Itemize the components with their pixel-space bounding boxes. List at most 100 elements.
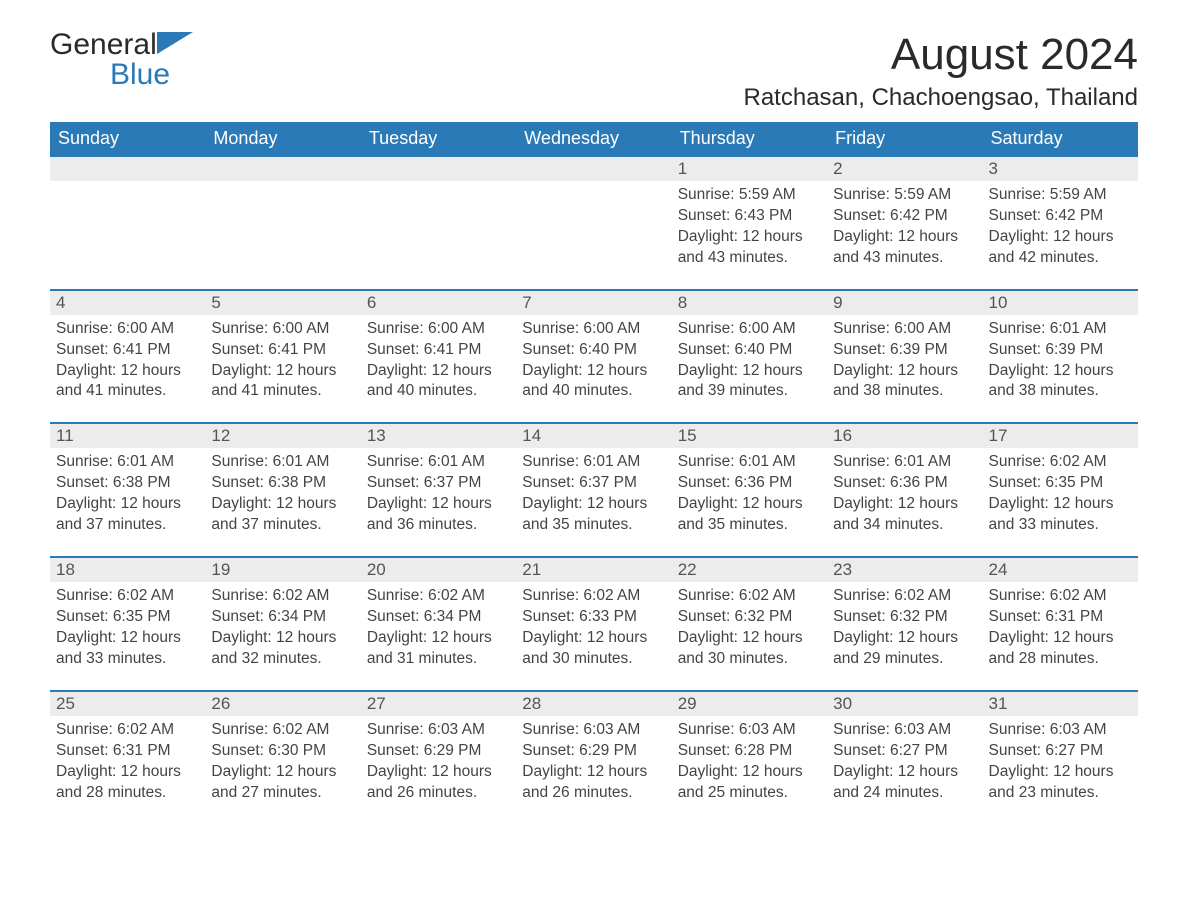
day-number: 26	[205, 692, 360, 716]
daylight-line: Daylight: 12 hours and 38 minutes.	[989, 361, 1132, 403]
calendar-day-cell: 15Sunrise: 6:01 AMSunset: 6:36 PMDayligh…	[672, 423, 827, 557]
day-number: 4	[50, 291, 205, 315]
daylight-line: Daylight: 12 hours and 30 minutes.	[678, 628, 821, 670]
day-body: Sunrise: 6:01 AMSunset: 6:36 PMDaylight:…	[672, 448, 827, 536]
logo-text-2: Blue	[110, 58, 170, 91]
calendar-day-cell: 16Sunrise: 6:01 AMSunset: 6:36 PMDayligh…	[827, 423, 982, 557]
title-block: August 2024 Ratchasan, Chachoengsao, Tha…	[744, 30, 1139, 112]
day-number: 17	[983, 424, 1138, 448]
logo-text: General Blue	[50, 30, 193, 90]
sunset-line: Sunset: 6:35 PM	[56, 607, 199, 628]
calendar-day-cell: 7Sunrise: 6:00 AMSunset: 6:40 PMDaylight…	[516, 290, 671, 424]
daylight-line: Daylight: 12 hours and 38 minutes.	[833, 361, 976, 403]
day-number: 6	[361, 291, 516, 315]
day-body: Sunrise: 6:02 AMSunset: 6:34 PMDaylight:…	[205, 582, 360, 670]
day-body: Sunrise: 6:01 AMSunset: 6:37 PMDaylight:…	[516, 448, 671, 536]
calendar-day-cell: 12Sunrise: 6:01 AMSunset: 6:38 PMDayligh…	[205, 423, 360, 557]
day-number: 31	[983, 692, 1138, 716]
calendar-day-cell: 27Sunrise: 6:03 AMSunset: 6:29 PMDayligh…	[361, 691, 516, 824]
sunrise-line: Sunrise: 6:03 AM	[989, 720, 1132, 741]
day-body: Sunrise: 5:59 AMSunset: 6:42 PMDaylight:…	[827, 181, 982, 269]
day-body: Sunrise: 6:02 AMSunset: 6:32 PMDaylight:…	[827, 582, 982, 670]
month-title: August 2024	[744, 30, 1139, 80]
day-body: Sunrise: 6:01 AMSunset: 6:36 PMDaylight:…	[827, 448, 982, 536]
calendar-day-cell: 25Sunrise: 6:02 AMSunset: 6:31 PMDayligh…	[50, 691, 205, 824]
calendar-day-cell: 2Sunrise: 5:59 AMSunset: 6:42 PMDaylight…	[827, 156, 982, 290]
sunset-line: Sunset: 6:41 PM	[367, 340, 510, 361]
day-number: 27	[361, 692, 516, 716]
weekday-header: Sunday	[50, 122, 205, 156]
sunset-line: Sunset: 6:38 PM	[211, 473, 354, 494]
sunrise-line: Sunrise: 5:59 AM	[678, 185, 821, 206]
sunrise-line: Sunrise: 6:03 AM	[522, 720, 665, 741]
daylight-line: Daylight: 12 hours and 24 minutes.	[833, 762, 976, 804]
daylight-line: Daylight: 12 hours and 43 minutes.	[678, 227, 821, 269]
day-body: Sunrise: 6:02 AMSunset: 6:35 PMDaylight:…	[50, 582, 205, 670]
daylight-line: Daylight: 12 hours and 34 minutes.	[833, 494, 976, 536]
daylight-line: Daylight: 12 hours and 41 minutes.	[56, 361, 199, 403]
sunset-line: Sunset: 6:29 PM	[367, 741, 510, 762]
day-number: 30	[827, 692, 982, 716]
sunset-line: Sunset: 6:37 PM	[367, 473, 510, 494]
day-body: Sunrise: 6:00 AMSunset: 6:41 PMDaylight:…	[50, 315, 205, 403]
sunset-line: Sunset: 6:27 PM	[833, 741, 976, 762]
sunset-line: Sunset: 6:41 PM	[211, 340, 354, 361]
day-body: Sunrise: 6:03 AMSunset: 6:28 PMDaylight:…	[672, 716, 827, 804]
day-body: Sunrise: 6:00 AMSunset: 6:40 PMDaylight:…	[672, 315, 827, 403]
sunset-line: Sunset: 6:41 PM	[56, 340, 199, 361]
sunset-line: Sunset: 6:31 PM	[989, 607, 1132, 628]
day-number: 25	[50, 692, 205, 716]
sunrise-line: Sunrise: 6:02 AM	[211, 720, 354, 741]
day-number: 11	[50, 424, 205, 448]
day-body: Sunrise: 5:59 AMSunset: 6:42 PMDaylight:…	[983, 181, 1138, 269]
daylight-line: Daylight: 12 hours and 28 minutes.	[989, 628, 1132, 670]
daylight-line: Daylight: 12 hours and 40 minutes.	[367, 361, 510, 403]
day-number: 18	[50, 558, 205, 582]
sunset-line: Sunset: 6:37 PM	[522, 473, 665, 494]
day-body: Sunrise: 6:02 AMSunset: 6:30 PMDaylight:…	[205, 716, 360, 804]
day-body: Sunrise: 6:01 AMSunset: 6:39 PMDaylight:…	[983, 315, 1138, 403]
weekday-header: Thursday	[672, 122, 827, 156]
sunrise-line: Sunrise: 6:02 AM	[833, 586, 976, 607]
calendar-day-cell: 14Sunrise: 6:01 AMSunset: 6:37 PMDayligh…	[516, 423, 671, 557]
day-number: 10	[983, 291, 1138, 315]
day-body: Sunrise: 6:00 AMSunset: 6:41 PMDaylight:…	[361, 315, 516, 403]
sunset-line: Sunset: 6:29 PM	[522, 741, 665, 762]
day-body: Sunrise: 6:00 AMSunset: 6:39 PMDaylight:…	[827, 315, 982, 403]
weekday-header: Wednesday	[516, 122, 671, 156]
day-body: Sunrise: 5:59 AMSunset: 6:43 PMDaylight:…	[672, 181, 827, 269]
sunset-line: Sunset: 6:36 PM	[678, 473, 821, 494]
day-number: 9	[827, 291, 982, 315]
daylight-line: Daylight: 12 hours and 37 minutes.	[56, 494, 199, 536]
daylight-line: Daylight: 12 hours and 41 minutes.	[211, 361, 354, 403]
sunrise-line: Sunrise: 6:01 AM	[211, 452, 354, 473]
sunset-line: Sunset: 6:43 PM	[678, 206, 821, 227]
day-number: 5	[205, 291, 360, 315]
weekday-header: Friday	[827, 122, 982, 156]
sunrise-line: Sunrise: 6:03 AM	[678, 720, 821, 741]
day-body: Sunrise: 6:01 AMSunset: 6:38 PMDaylight:…	[50, 448, 205, 536]
sunset-line: Sunset: 6:40 PM	[522, 340, 665, 361]
sunset-line: Sunset: 6:39 PM	[989, 340, 1132, 361]
sunrise-line: Sunrise: 6:02 AM	[56, 720, 199, 741]
day-body: Sunrise: 6:01 AMSunset: 6:37 PMDaylight:…	[361, 448, 516, 536]
day-body: Sunrise: 6:02 AMSunset: 6:34 PMDaylight:…	[361, 582, 516, 670]
calendar-day-cell: 21Sunrise: 6:02 AMSunset: 6:33 PMDayligh…	[516, 557, 671, 691]
sunrise-line: Sunrise: 6:03 AM	[833, 720, 976, 741]
sunrise-line: Sunrise: 6:00 AM	[211, 319, 354, 340]
day-number: 1	[672, 157, 827, 181]
daylight-line: Daylight: 12 hours and 40 minutes.	[522, 361, 665, 403]
calendar-day-cell: 23Sunrise: 6:02 AMSunset: 6:32 PMDayligh…	[827, 557, 982, 691]
daylight-line: Daylight: 12 hours and 33 minutes.	[56, 628, 199, 670]
daylight-line: Daylight: 12 hours and 37 minutes.	[211, 494, 354, 536]
calendar-day-cell: 6Sunrise: 6:00 AMSunset: 6:41 PMDaylight…	[361, 290, 516, 424]
day-body: Sunrise: 6:02 AMSunset: 6:32 PMDaylight:…	[672, 582, 827, 670]
daylight-line: Daylight: 12 hours and 36 minutes.	[367, 494, 510, 536]
sunset-line: Sunset: 6:34 PM	[211, 607, 354, 628]
calendar-day-cell: 4Sunrise: 6:00 AMSunset: 6:41 PMDaylight…	[50, 290, 205, 424]
day-number: 14	[516, 424, 671, 448]
sunset-line: Sunset: 6:39 PM	[833, 340, 976, 361]
calendar-day-cell	[516, 156, 671, 290]
daylight-line: Daylight: 12 hours and 29 minutes.	[833, 628, 976, 670]
sunrise-line: Sunrise: 6:02 AM	[989, 452, 1132, 473]
